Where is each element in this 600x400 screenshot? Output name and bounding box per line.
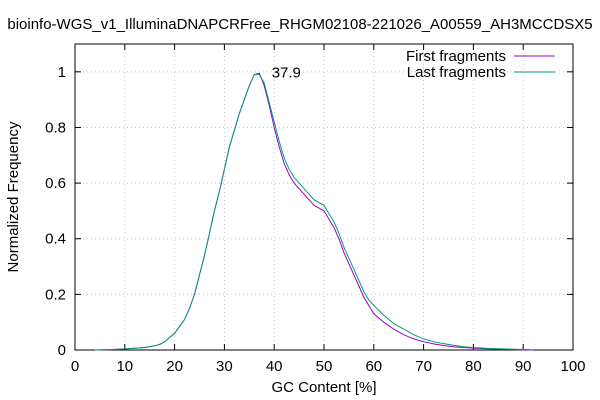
chart-title: bioinfo-WGS_v1_IlluminaDNAPCRFree_RHGM02… — [7, 16, 593, 33]
legend-label: Last fragments — [407, 64, 506, 81]
y-tick-label: 1 — [58, 64, 66, 81]
x-tick-label: 20 — [166, 358, 183, 375]
x-tick-label: 30 — [216, 358, 233, 375]
y-tick-label: 0.4 — [45, 231, 66, 248]
series-line-first-fragments — [94, 72, 534, 351]
y-tick-label: 0.6 — [45, 175, 66, 192]
x-tick-label: 50 — [316, 358, 333, 375]
x-axis-label: GC Content [%] — [271, 379, 376, 396]
x-tick-label: 100 — [560, 358, 585, 375]
y-tick-label: 0.2 — [45, 286, 66, 303]
x-tick-label: 70 — [415, 358, 432, 375]
x-tick-label: 80 — [465, 358, 482, 375]
x-tick-label: 10 — [116, 358, 133, 375]
y-tick-label: 0 — [58, 342, 66, 359]
y-axis-label: Normalized Frequency — [5, 121, 22, 272]
series-line-last-fragments — [94, 74, 534, 351]
peak-annotation: 37.9 — [272, 65, 301, 82]
x-tick-label: 0 — [71, 358, 79, 375]
x-tick-label: 90 — [515, 358, 532, 375]
x-tick-label: 60 — [365, 358, 382, 375]
x-tick-label: 40 — [266, 358, 283, 375]
y-tick-label: 0.8 — [45, 119, 66, 136]
legend-label: First fragments — [406, 48, 506, 65]
